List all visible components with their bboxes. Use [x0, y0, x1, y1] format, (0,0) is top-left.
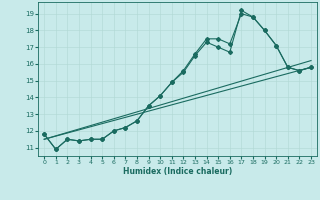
- X-axis label: Humidex (Indice chaleur): Humidex (Indice chaleur): [123, 167, 232, 176]
